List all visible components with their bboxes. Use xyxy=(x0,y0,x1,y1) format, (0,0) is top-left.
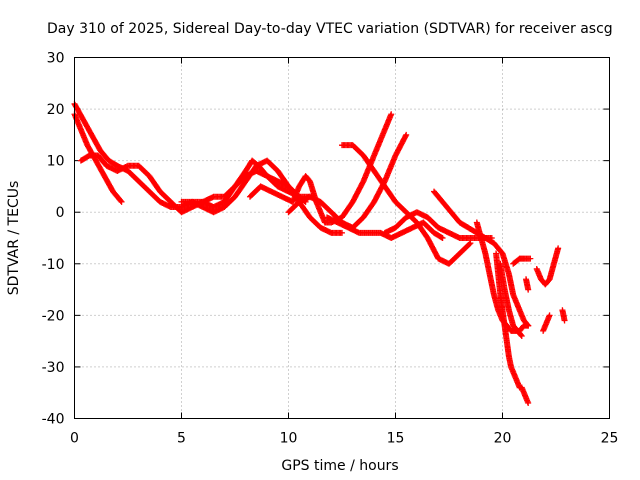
series-track-12 xyxy=(493,250,532,407)
x-tick-label: 0 xyxy=(70,431,79,447)
data-point xyxy=(561,317,568,324)
data-point xyxy=(525,286,532,293)
data-point xyxy=(527,255,534,262)
y-tick-label: -20 xyxy=(42,308,65,324)
x-tick-label: 10 xyxy=(280,431,298,447)
x-tick-label: 5 xyxy=(177,431,186,447)
series-track-15 xyxy=(523,276,532,293)
series-track-4 xyxy=(178,157,309,216)
series-track-16 xyxy=(533,245,562,288)
data-point xyxy=(546,312,553,319)
x-tick-label: 15 xyxy=(387,431,405,447)
data-point xyxy=(388,111,395,118)
data-point xyxy=(467,240,474,247)
y-tick-label: 30 xyxy=(47,51,65,67)
series-track-18 xyxy=(559,307,568,324)
series-track-6 xyxy=(285,131,410,231)
y-tick-label: -10 xyxy=(42,257,65,273)
series-track-11 xyxy=(473,219,532,334)
chart-title: Day 310 of 2025, Sidereal Day-to-day VTE… xyxy=(47,21,613,37)
data-point xyxy=(525,400,532,407)
plot-frame xyxy=(74,57,610,419)
grid xyxy=(74,57,610,419)
data-point xyxy=(517,331,524,338)
data-point xyxy=(518,332,525,339)
y-tick-label: 0 xyxy=(56,205,65,221)
y-tick-label: 20 xyxy=(47,102,65,118)
data-point xyxy=(403,131,410,138)
data-point xyxy=(525,322,532,329)
data-point xyxy=(466,241,473,248)
data-point xyxy=(439,235,446,241)
series-track-10 xyxy=(431,188,532,329)
data-point xyxy=(117,197,124,204)
y-tick-label: -30 xyxy=(42,360,65,376)
x-tick-label: 25 xyxy=(601,431,619,447)
y-tick-label: -40 xyxy=(42,412,65,428)
data-point xyxy=(118,198,125,205)
data-points xyxy=(71,100,568,407)
series-track-8 xyxy=(324,214,446,241)
x-axis-label: GPS time / hours xyxy=(281,458,398,474)
data-point xyxy=(555,245,562,252)
x-tick-label: 20 xyxy=(494,431,512,447)
series-track-14 xyxy=(510,255,534,267)
series-track-17 xyxy=(540,312,553,334)
series-track-13 xyxy=(497,260,525,339)
y-tick-label: 10 xyxy=(47,154,65,170)
y-axis-label: SDTVAR / TECUs xyxy=(6,181,22,296)
data-point xyxy=(339,229,345,236)
axes: 0 5 10 15 20 25 -40 -30 -20 -10 0 10 20 30 xyxy=(42,51,619,447)
